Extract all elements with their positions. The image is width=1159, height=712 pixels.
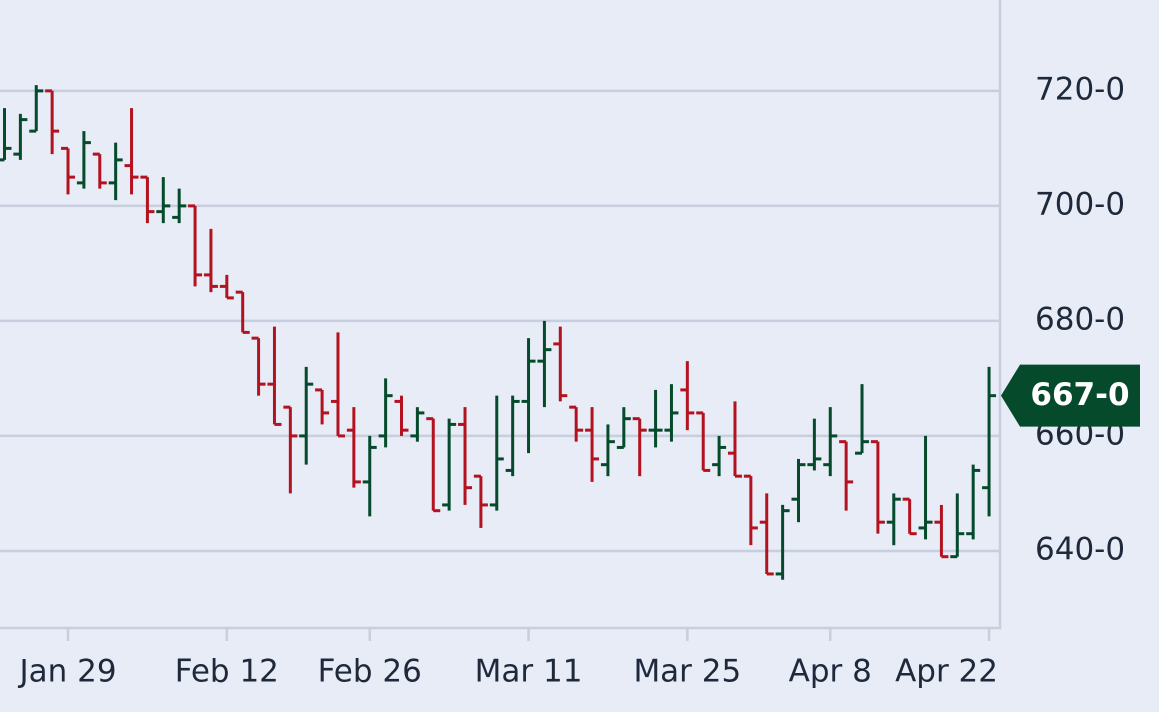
y-tick-label: 720-0 xyxy=(1035,71,1125,107)
y-tick-label: 700-0 xyxy=(1035,186,1125,222)
x-tick-label: Feb 12 xyxy=(175,654,279,690)
x-tick-label: Mar 25 xyxy=(633,654,741,690)
x-tick-label: Mar 11 xyxy=(475,654,583,690)
x-tick-label: Apr 22 xyxy=(895,654,998,690)
y-tick-label: 640-0 xyxy=(1035,531,1125,567)
last-price-label: 667-0 xyxy=(1030,377,1129,413)
x-tick-label: Feb 26 xyxy=(318,654,422,690)
y-tick-label: 680-0 xyxy=(1035,301,1125,337)
x-tick-label: Apr 8 xyxy=(789,654,872,690)
last-price-badge xyxy=(1001,364,1140,427)
x-tick-label: Jan 29 xyxy=(17,654,116,690)
